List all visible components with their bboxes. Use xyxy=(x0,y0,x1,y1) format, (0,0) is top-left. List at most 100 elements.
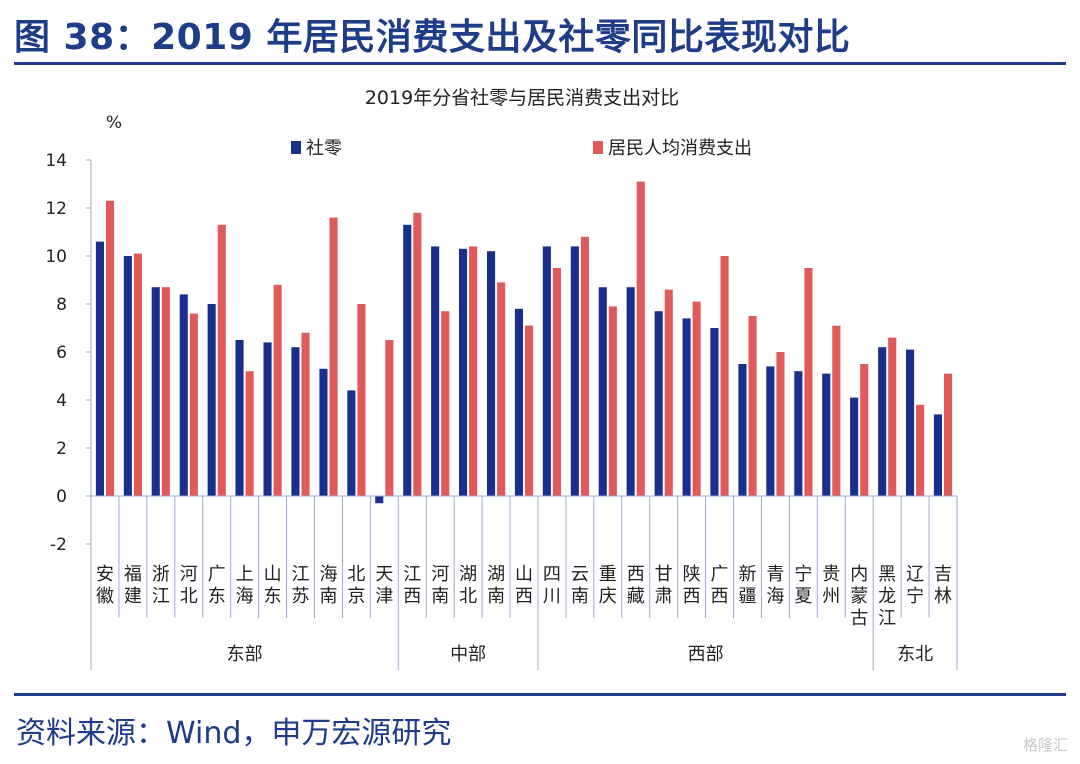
category-label: 新疆 xyxy=(738,564,756,607)
bar-chart: 2019年分省社零与居民消费支出对比 % 社零 居民人均消费支出 -2 0 2 4 6 8… xyxy=(45,87,958,670)
bar-retail-9 xyxy=(347,390,356,496)
bar-consumption-21 xyxy=(692,301,701,496)
bar-consumption-0 xyxy=(106,200,115,497)
axes xyxy=(90,160,958,670)
y-tick-label: 8 xyxy=(56,295,67,315)
category-label: 湖北 xyxy=(459,564,477,607)
bar-retail-14 xyxy=(487,251,496,496)
bar-retail-11 xyxy=(403,224,412,497)
bar-retail-20 xyxy=(654,311,663,496)
bar-consumption-14 xyxy=(497,282,506,496)
bar-consumption-17 xyxy=(580,236,589,497)
category-label: 山西 xyxy=(515,564,533,607)
category-label: 内蒙古 xyxy=(850,564,868,629)
category-label: 河北 xyxy=(180,564,198,607)
legend-label-retail: 社零 xyxy=(306,138,342,159)
bars xyxy=(95,181,953,504)
bar-consumption-23 xyxy=(748,316,757,496)
bar-consumption-9 xyxy=(357,304,366,496)
y-tick-label: -2 xyxy=(50,535,67,555)
bar-consumption-19 xyxy=(636,181,645,496)
bar-consumption-12 xyxy=(441,311,450,496)
bar-consumption-11 xyxy=(413,212,422,497)
bar-retail-10 xyxy=(375,496,384,504)
bar-consumption-27 xyxy=(860,364,869,496)
y-axis-ticks: -2 0 2 4 6 8 10 12 14 xyxy=(45,151,91,555)
y-tick-label: 4 xyxy=(56,391,67,411)
category-label: 西藏 xyxy=(627,564,645,607)
category-labels: 安徽福建浙江河北广东上海山东江苏海南北京天津江西河南湖北湖南山西四川云南重庆西藏… xyxy=(96,564,952,629)
category-label: 河南 xyxy=(431,564,449,607)
bar-retail-8 xyxy=(319,368,328,496)
bar-consumption-18 xyxy=(608,306,617,496)
figure-source: 资料来源：Wind，申万宏源研究 xyxy=(16,716,452,751)
bar-consumption-24 xyxy=(776,352,785,496)
category-label: 北京 xyxy=(347,564,365,607)
category-label: 青海 xyxy=(766,564,784,607)
bar-consumption-2 xyxy=(161,287,170,496)
figure-title: 图 38：2019 年居民消费支出及社零同比表现对比 xyxy=(14,17,851,58)
category-label: 江苏 xyxy=(292,564,310,607)
bar-retail-21 xyxy=(682,318,691,496)
watermark: 格隆汇 xyxy=(1022,736,1068,754)
category-label: 江西 xyxy=(403,564,421,607)
bar-retail-22 xyxy=(710,328,719,496)
bar-consumption-5 xyxy=(245,371,254,496)
category-label: 浙江 xyxy=(152,564,170,607)
category-label: 贵州 xyxy=(822,564,840,607)
bar-retail-27 xyxy=(850,397,859,496)
category-label: 上海 xyxy=(236,564,254,607)
bar-consumption-28 xyxy=(888,337,897,496)
bar-retail-4 xyxy=(207,304,216,496)
bar-retail-28 xyxy=(878,347,887,496)
bar-retail-7 xyxy=(291,347,300,496)
bar-retail-12 xyxy=(431,246,440,496)
top-rule xyxy=(14,62,1066,65)
category-label: 广东 xyxy=(208,564,226,607)
bar-retail-16 xyxy=(542,246,551,496)
group-label: 东部 xyxy=(227,644,263,665)
category-label: 陕西 xyxy=(683,564,701,607)
bar-consumption-25 xyxy=(804,268,813,496)
bar-consumption-8 xyxy=(329,217,338,496)
bar-retail-19 xyxy=(626,287,635,496)
bar-retail-15 xyxy=(514,308,523,496)
group-label: 东北 xyxy=(897,644,933,665)
bar-retail-5 xyxy=(235,340,244,496)
bar-retail-17 xyxy=(570,246,579,496)
bar-retail-2 xyxy=(151,287,160,496)
bar-consumption-15 xyxy=(525,325,534,496)
bar-retail-13 xyxy=(459,248,468,496)
bar-retail-25 xyxy=(794,371,803,496)
y-tick-label: 0 xyxy=(56,487,67,507)
bar-consumption-26 xyxy=(832,325,841,496)
bar-consumption-1 xyxy=(133,253,142,496)
bar-consumption-22 xyxy=(720,256,729,496)
category-label: 黑龙江 xyxy=(878,564,896,629)
category-label: 宁夏 xyxy=(794,564,812,607)
category-label: 福建 xyxy=(124,564,142,607)
bar-consumption-6 xyxy=(273,284,282,496)
category-label: 广西 xyxy=(711,564,729,607)
bar-retail-18 xyxy=(598,287,607,496)
bar-consumption-7 xyxy=(301,332,310,496)
bar-retail-1 xyxy=(123,256,132,496)
bar-retail-24 xyxy=(766,366,775,496)
y-tick-label: 2 xyxy=(56,439,67,459)
bar-consumption-4 xyxy=(217,224,226,497)
bar-consumption-10 xyxy=(385,340,394,496)
group-label: 中部 xyxy=(450,644,486,665)
bar-retail-30 xyxy=(933,414,942,496)
category-label: 辽宁 xyxy=(906,564,924,607)
y-tick-label: 10 xyxy=(45,247,67,267)
category-label: 吉林 xyxy=(934,564,952,607)
category-label: 天津 xyxy=(375,564,393,607)
bar-consumption-3 xyxy=(189,313,198,496)
category-label: 云南 xyxy=(571,564,589,607)
category-label: 湖南 xyxy=(487,564,505,607)
category-label: 安徽 xyxy=(96,564,114,607)
group-label: 西部 xyxy=(688,644,724,665)
category-label: 四川 xyxy=(543,564,561,607)
bar-consumption-20 xyxy=(664,289,673,496)
legend-swatch-consumption xyxy=(593,141,603,154)
